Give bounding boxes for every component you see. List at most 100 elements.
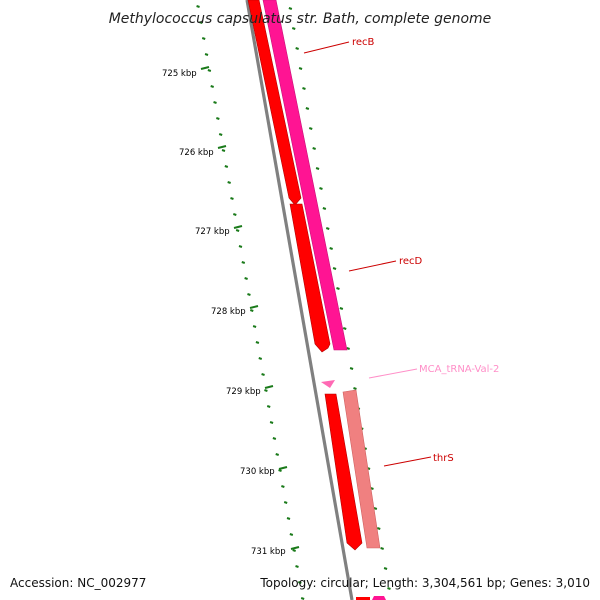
gc-tick: [221, 149, 226, 152]
gc-tick: [201, 37, 206, 40]
gc-tick: [264, 389, 268, 392]
gc-tick: [258, 357, 263, 360]
gc-tick: [249, 309, 254, 312]
gc-tick: [302, 87, 306, 90]
gc-tick: [227, 181, 231, 184]
gc-tick: [291, 27, 296, 30]
gc-tick: [322, 207, 327, 210]
scale-ticks: 725 kbp 726 kbp 727 kbp 728 kbp 729 kbp …: [162, 66, 300, 557]
gc-tick: [383, 567, 388, 570]
gc-tick: [295, 47, 299, 50]
gc-tick: [332, 267, 337, 270]
scale-tick: [264, 385, 274, 389]
gc-tick: [336, 287, 340, 290]
gc-tick: [312, 147, 316, 150]
gene-label-trna: MCA_tRNA-Val-2: [419, 364, 499, 375]
gc-tick: [199, 21, 203, 24]
scale-tick: [278, 466, 288, 470]
gc-tick: [204, 53, 209, 56]
gc-tick: [376, 527, 381, 530]
gc-tick: [373, 507, 378, 510]
gc-tick: [269, 421, 274, 424]
gene-label-recB: recB: [352, 37, 375, 48]
scale-tick: [233, 225, 243, 229]
gc-tick: [346, 347, 350, 350]
gc-tick: [353, 387, 357, 390]
forward-cds-3: [324, 393, 363, 551]
gene-label-recD: recD: [399, 256, 423, 267]
gc-content-ticks-right: [288, 7, 391, 590]
accession-text: Accession: NC_002977: [10, 576, 147, 590]
tick-label-728: 728 kbp: [211, 307, 246, 317]
gc-tick: [288, 7, 293, 10]
gc-tick: [241, 261, 246, 264]
gc-tick: [224, 165, 229, 168]
gc-tick: [315, 167, 320, 170]
gc-tick: [387, 587, 391, 590]
gc-tick: [308, 127, 313, 130]
tick-label-726: 726 kbp: [179, 148, 214, 158]
gc-tick: [275, 453, 280, 456]
gc-tick: [305, 107, 310, 110]
gc-tick: [281, 485, 285, 488]
leader-recD: [348, 260, 397, 272]
reverse-cds-recB-recD: [262, 0, 348, 351]
gc-tick: [235, 229, 240, 232]
gc-tick: [255, 341, 260, 344]
gene-label-thrS: thrS: [433, 453, 454, 464]
forward-cds-2: [289, 203, 331, 353]
gc-tick: [213, 101, 217, 104]
leader-thrS: [383, 456, 432, 467]
gc-tick: [289, 533, 294, 536]
gc-tick: [380, 547, 384, 550]
gc-tick: [298, 67, 303, 70]
leader-trna: [368, 368, 418, 379]
gc-content-ticks-left: [196, 5, 305, 600]
gc-tick: [232, 213, 237, 216]
gc-tick: [238, 245, 243, 248]
scale-tick: [217, 145, 227, 149]
gc-tick: [283, 501, 288, 504]
gc-tick: [292, 549, 296, 552]
trna-val-2-mark: [321, 380, 335, 388]
gc-tick: [286, 517, 291, 520]
scale-tick: [249, 305, 259, 309]
gc-tick: [216, 117, 220, 120]
gc-tick: [272, 437, 277, 440]
forward-cds-1: [247, 0, 302, 206]
tick-label-727: 727 kbp: [195, 227, 230, 237]
tick-label-725: 725 kbp: [162, 69, 197, 79]
gc-tick: [230, 197, 234, 200]
gc-tick: [207, 69, 212, 72]
topology-text: Topology: circular; Length: 3,304,561 bp…: [260, 576, 590, 590]
scale-tick: [290, 546, 300, 550]
gc-tick: [196, 5, 200, 8]
tick-label-731: 731 kbp: [251, 547, 286, 557]
gc-tick: [210, 85, 215, 88]
gc-tick: [325, 227, 330, 230]
gc-tick: [298, 581, 302, 584]
map-title: Methylococcus capsulatus str. Bath, comp…: [109, 11, 492, 27]
reverse-cds-5: [372, 596, 386, 600]
gc-tick: [278, 469, 282, 472]
gc-tick: [342, 327, 347, 330]
gc-tick: [247, 293, 251, 296]
gc-tick: [339, 307, 344, 310]
gc-tick: [244, 277, 248, 280]
gc-tick: [329, 247, 333, 250]
forward-cds-4: [356, 597, 370, 600]
gc-tick: [252, 325, 257, 328]
gc-tick: [261, 373, 265, 376]
genome-backbone: [245, 0, 354, 600]
tick-label-730: 730 kbp: [240, 467, 275, 477]
gc-tick: [295, 565, 299, 568]
gc-tick: [218, 133, 223, 136]
gc-tick: [300, 597, 305, 600]
gc-tick: [349, 367, 354, 370]
reverse-cds-thrS: [342, 389, 381, 549]
leader-recB: [303, 41, 350, 54]
tick-label-729: 729 kbp: [226, 387, 261, 397]
gc-tick: [319, 187, 323, 190]
scale-tick: [200, 66, 210, 70]
